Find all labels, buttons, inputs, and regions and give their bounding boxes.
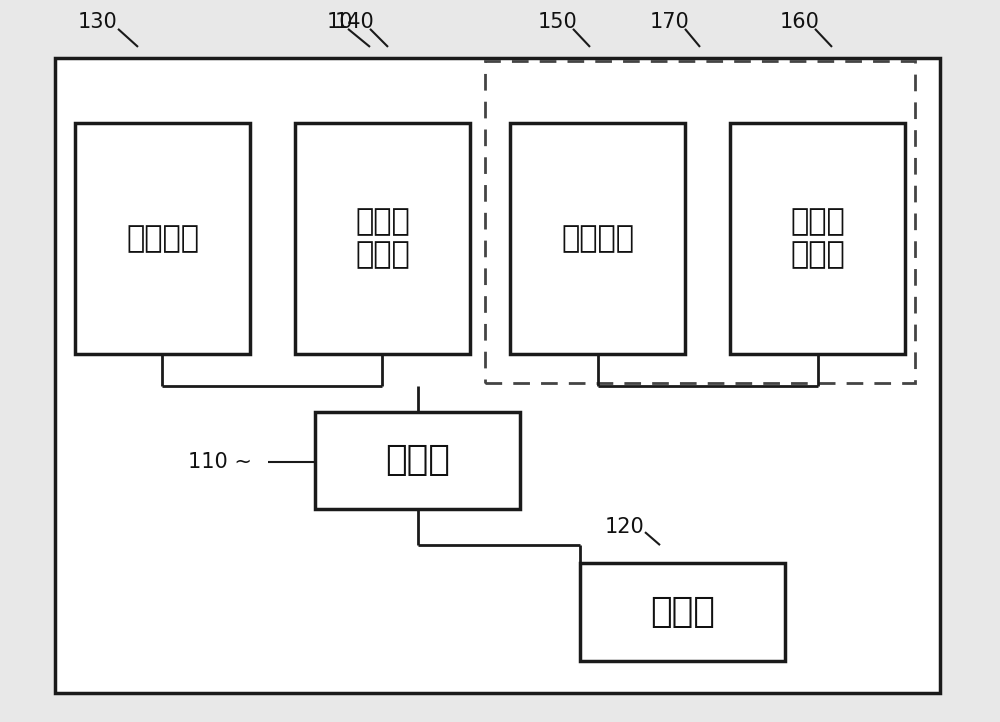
Text: 160: 160 — [780, 12, 820, 32]
Text: 120: 120 — [605, 517, 645, 537]
Text: 第一光
传感器: 第一光 传感器 — [355, 207, 410, 269]
Text: 150: 150 — [538, 12, 578, 32]
Text: 处理器: 处理器 — [385, 443, 450, 477]
Bar — [315, 412, 520, 509]
Text: 110 ~: 110 ~ — [188, 452, 252, 472]
Text: 140: 140 — [335, 12, 375, 32]
Bar — [730, 123, 905, 354]
Bar — [485, 61, 915, 383]
Bar — [75, 123, 250, 354]
Text: 第一光源: 第一光源 — [126, 224, 199, 253]
Bar — [295, 123, 470, 354]
Text: 170: 170 — [650, 12, 690, 32]
Bar — [580, 563, 785, 661]
Bar — [55, 58, 940, 693]
Bar — [510, 123, 685, 354]
Text: 10: 10 — [327, 12, 353, 32]
Text: 存储器: 存储器 — [650, 595, 715, 629]
Text: 第二光源: 第二光源 — [561, 224, 634, 253]
Text: 第二光
传感器: 第二光 传感器 — [790, 207, 845, 269]
Text: 130: 130 — [78, 12, 118, 32]
